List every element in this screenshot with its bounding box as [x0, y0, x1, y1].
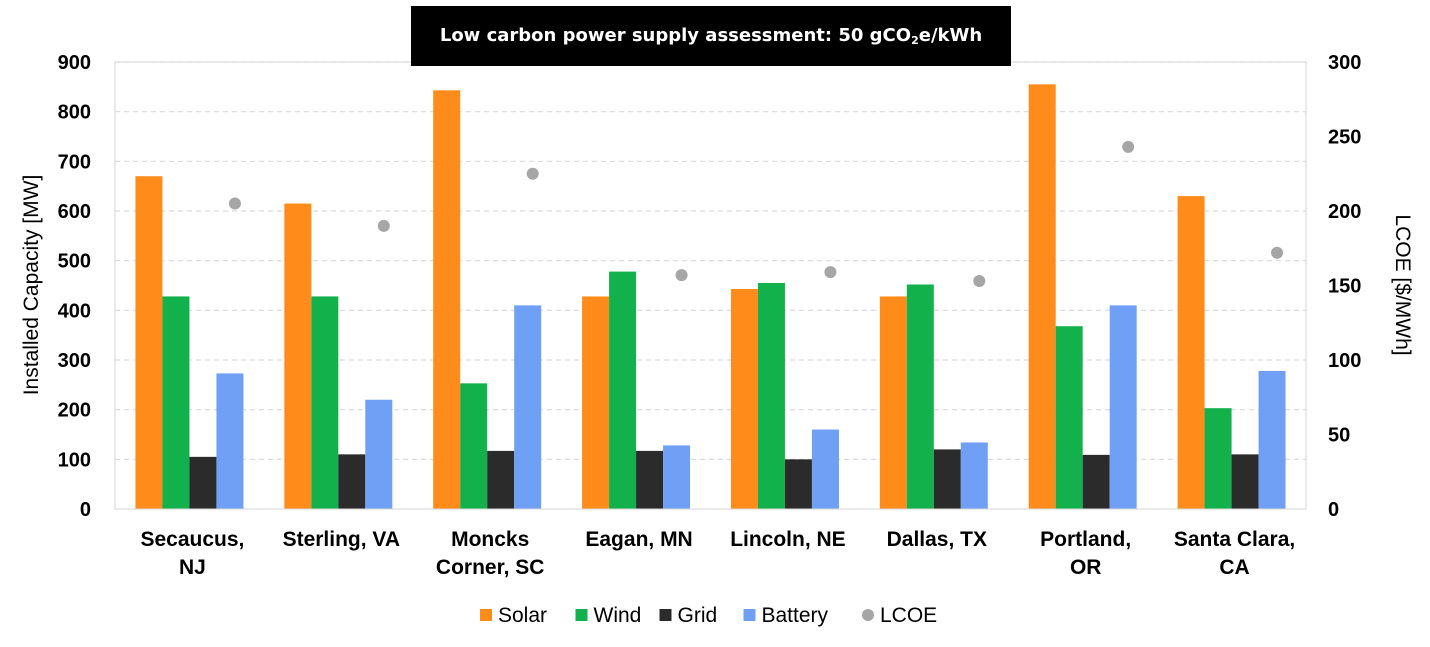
bar-battery: [960, 442, 988, 509]
legend-label: Wind: [594, 604, 642, 627]
tick-label-right: 0: [1328, 499, 1339, 521]
bar-wind: [609, 271, 637, 509]
legend-label: Solar: [498, 604, 547, 627]
tick-label-left: 0: [80, 499, 91, 521]
category-label: Corner, SC: [436, 556, 545, 579]
bar-grid: [1082, 454, 1110, 509]
bar-solar: [1028, 84, 1056, 509]
category-labels: Secaucus, NJ Sterling, VA Moncks Corner, SC E…: [140, 528, 1295, 579]
bar-wind: [311, 296, 339, 509]
point-lcoe: [377, 219, 390, 232]
bar-grid: [933, 449, 961, 509]
category-label: Secaucus,: [140, 528, 244, 551]
category-label: Lincoln, NE: [730, 528, 846, 551]
y-axis-label-right: LCOE [$/MWh]: [1391, 214, 1414, 355]
category-label: NJ: [179, 556, 206, 579]
category-label: Moncks: [451, 528, 529, 551]
bar-grid: [338, 454, 366, 509]
category-label: Portland,: [1040, 528, 1131, 551]
bar-grid: [636, 450, 664, 509]
bar-grid: [189, 456, 217, 509]
legend-item-lcoe: LCOE: [862, 604, 937, 627]
tick-label-left: 100: [58, 449, 91, 471]
lcoe-points: [228, 140, 1284, 288]
point-lcoe: [526, 167, 539, 180]
bar-wind: [1055, 326, 1083, 509]
bar-battery: [514, 305, 542, 509]
category-label: Dallas, TX: [887, 528, 987, 551]
bar-solar: [582, 296, 610, 509]
legend-item-wind: Wind: [575, 604, 642, 627]
y-axis-label-left: Installed Capacity [MW]: [20, 175, 43, 396]
bar-battery: [216, 373, 244, 509]
legend-marker: [659, 609, 672, 621]
tick-label-left: 400: [58, 300, 91, 322]
legend-item-solar: Solar: [480, 604, 547, 627]
legend-item-grid: Grid: [659, 604, 718, 627]
title-suffix: e/kWh: [918, 25, 983, 46]
point-lcoe: [973, 275, 986, 288]
bar-solar: [730, 288, 758, 509]
tick-label-right: 300: [1328, 52, 1361, 74]
bars: [135, 84, 1286, 510]
tick-label-right: 200: [1328, 201, 1361, 223]
bar-wind: [460, 383, 488, 509]
category-label: Santa Clara,: [1174, 528, 1295, 551]
bar-grid: [1231, 454, 1259, 509]
tick-label-right: 250: [1328, 127, 1361, 149]
bar-solar: [135, 176, 163, 509]
title-prefix: Low carbon power supply assessment: 50 g…: [439, 25, 912, 46]
tick-label-left: 900: [58, 52, 91, 74]
legend-label: Grid: [678, 604, 718, 627]
point-lcoe: [1271, 246, 1284, 259]
bar-battery: [1109, 305, 1137, 509]
bar-wind: [906, 284, 934, 509]
legend-label: LCOE: [880, 604, 937, 627]
tick-label-left: 800: [58, 102, 91, 124]
bar-battery: [811, 429, 839, 509]
left-axis-ticks: 0 100 200 300 400 500 600 700 800 900: [58, 52, 91, 521]
category-label: Sterling, VA: [283, 528, 400, 551]
tick-label-left: 500: [58, 251, 91, 273]
legend-marker: [575, 609, 588, 621]
legend-item-battery: Battery: [743, 604, 829, 627]
legend-label: Battery: [762, 604, 829, 627]
point-lcoe: [675, 269, 688, 282]
bar-wind: [757, 283, 785, 509]
point-lcoe: [1122, 140, 1135, 153]
bar-battery: [663, 445, 691, 509]
legend-marker: [743, 609, 756, 621]
bar-solar: [1177, 196, 1205, 509]
chart-title: Low carbon power supply assessment: 50 g…: [411, 6, 1011, 66]
bar-battery: [1258, 370, 1286, 509]
tick-label-left: 700: [58, 151, 91, 173]
tick-label-left: 300: [58, 350, 91, 372]
bar-solar: [284, 203, 312, 510]
tick-label-left: 600: [58, 201, 91, 223]
tick-label-right: 100: [1328, 350, 1361, 372]
tick-label-left: 200: [58, 400, 91, 422]
right-axis-ticks: 0 50 100 150 200 250 300: [1328, 52, 1361, 521]
bar-grid: [487, 450, 515, 509]
legend: Solar Wind Grid Battery LCOE: [480, 604, 937, 627]
legend-marker: [480, 609, 492, 621]
bar-grid: [784, 459, 812, 509]
category-label: OR: [1070, 556, 1102, 579]
category-label: Eagan, MN: [585, 528, 692, 551]
category-label: CA: [1219, 556, 1249, 579]
bar-wind: [162, 296, 190, 509]
tick-label-right: 150: [1328, 276, 1361, 298]
point-lcoe: [228, 197, 241, 210]
point-lcoe: [824, 266, 837, 279]
bar-battery: [365, 399, 393, 509]
bar-solar: [879, 296, 907, 509]
tick-label-right: 50: [1328, 425, 1350, 447]
legend-marker: [862, 609, 874, 621]
bar-wind: [1204, 408, 1232, 509]
bar-solar: [433, 90, 461, 509]
title-subscript: 2: [911, 34, 919, 47]
